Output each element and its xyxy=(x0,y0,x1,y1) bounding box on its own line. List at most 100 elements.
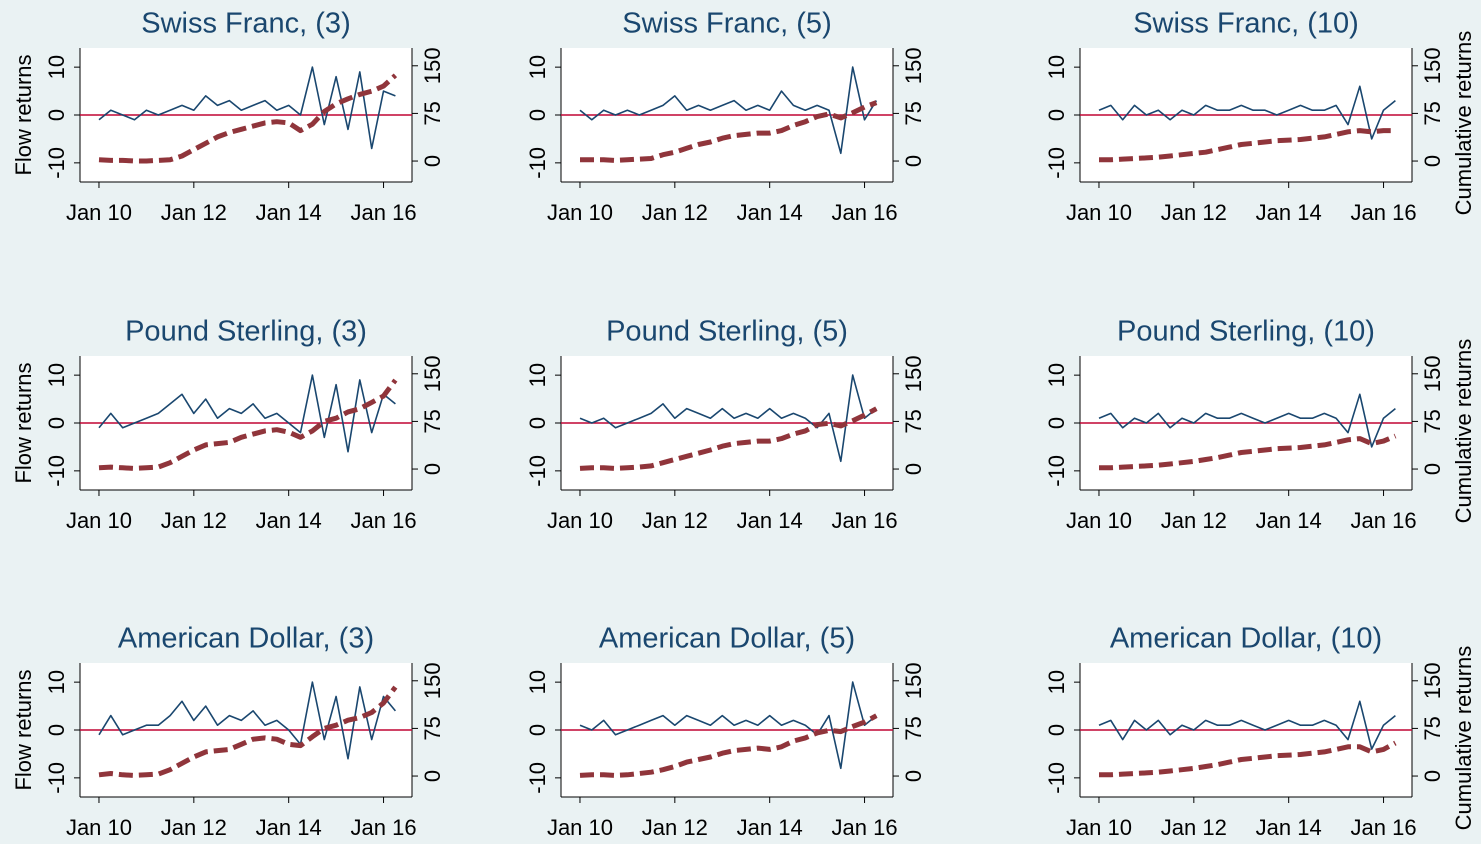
y2-tick-label: 0 xyxy=(1420,770,1445,782)
y-tick-label: 10 xyxy=(1044,670,1069,694)
cumulative-line xyxy=(98,73,398,164)
flow-line xyxy=(579,66,878,155)
chart-title: American Dollar, (10) xyxy=(1110,623,1382,655)
chart-title: Pound Sterling, (5) xyxy=(606,316,848,348)
y2-tick-label: 150 xyxy=(901,355,926,392)
x-tick-label: Jan 12 xyxy=(642,508,708,533)
y2-tick-label: 75 xyxy=(1420,101,1445,125)
y2-tick-label: 150 xyxy=(1420,47,1445,84)
y2-tick-label: 150 xyxy=(901,662,926,699)
cumulative-line xyxy=(580,100,878,163)
flow-line xyxy=(579,681,877,770)
x-tick-label: Jan 14 xyxy=(1256,815,1322,840)
x-tick-label: Jan 16 xyxy=(351,508,417,533)
x-tick-label: Jan 14 xyxy=(737,508,803,533)
x-tick-label: Jan 14 xyxy=(1256,200,1322,225)
flow-line xyxy=(1098,393,1396,448)
y2-tick-label: 0 xyxy=(901,155,926,167)
cumulative-line xyxy=(1099,740,1397,778)
y-axis-title: Flow returns xyxy=(11,362,36,483)
y2-tick-label: 75 xyxy=(901,409,926,433)
y-tick-label: 10 xyxy=(1044,55,1069,79)
y2-tick-label: 150 xyxy=(901,47,926,84)
y2-tick-label: 150 xyxy=(420,355,445,392)
cumulative-line xyxy=(98,685,398,778)
y-tick-label: 0 xyxy=(525,109,550,121)
chart-title: Pound Sterling, (3) xyxy=(125,316,367,348)
chart-title: American Dollar, (3) xyxy=(118,623,374,655)
x-tick-label: Jan 12 xyxy=(161,508,227,533)
x-tick-label: Jan 14 xyxy=(256,200,322,225)
y-tick-label: -10 xyxy=(44,455,69,487)
chart-title: Swiss Franc, (3) xyxy=(141,8,350,40)
y2-axis-title: Cumulative returns xyxy=(1451,31,1476,216)
y-tick-label: 10 xyxy=(1044,363,1069,387)
x-tick-label: Jan 10 xyxy=(66,815,132,840)
y2-tick-label: 150 xyxy=(420,662,445,699)
x-tick-label: Jan 12 xyxy=(161,815,227,840)
y2-tick-label: 0 xyxy=(901,770,926,782)
y-axis-title: Flow returns xyxy=(11,669,36,790)
cumulative-line xyxy=(1099,128,1396,163)
x-tick-label: Jan 12 xyxy=(161,200,227,225)
x-tick-label: Jan 12 xyxy=(1161,815,1227,840)
y-tick-label: -10 xyxy=(525,147,550,179)
y-tick-label: -10 xyxy=(1044,762,1069,794)
x-tick-label: Jan 10 xyxy=(547,815,613,840)
cumulative-line xyxy=(1099,433,1397,471)
chart-title: Swiss Franc, (5) xyxy=(622,8,831,40)
y-tick-label: -10 xyxy=(1044,147,1069,179)
x-tick-label: Jan 14 xyxy=(1256,508,1322,533)
x-tick-label: Jan 16 xyxy=(1351,200,1417,225)
x-tick-label: Jan 16 xyxy=(1351,815,1417,840)
flow-line xyxy=(579,374,877,463)
y2-tick-label: 0 xyxy=(901,463,926,475)
y-tick-label: 0 xyxy=(44,724,69,736)
y-axis-title: Flow returns xyxy=(11,54,36,175)
chart-title: American Dollar, (5) xyxy=(599,623,855,655)
y2-tick-label: 75 xyxy=(420,101,445,125)
y2-tick-label: 0 xyxy=(420,155,445,167)
cumulative-line xyxy=(579,406,878,471)
x-tick-label: Jan 16 xyxy=(1351,508,1417,533)
x-tick-label: Jan 10 xyxy=(66,200,132,225)
cumulative-line xyxy=(579,713,878,778)
x-tick-label: Jan 10 xyxy=(547,200,613,225)
y-tick-label: 10 xyxy=(44,670,69,694)
chart-title: Pound Sterling, (10) xyxy=(1117,316,1375,348)
y2-tick-label: 75 xyxy=(901,716,926,740)
x-tick-label: Jan 10 xyxy=(1066,200,1132,225)
x-tick-label: Jan 12 xyxy=(1161,508,1227,533)
x-tick-label: Jan 10 xyxy=(66,508,132,533)
y2-tick-label: 0 xyxy=(420,770,445,782)
y-tick-label: 0 xyxy=(1044,724,1069,736)
y-tick-label: 0 xyxy=(1044,109,1069,121)
x-tick-label: Jan 12 xyxy=(642,200,708,225)
x-tick-label: Jan 12 xyxy=(1161,200,1227,225)
flow-line xyxy=(1098,85,1396,140)
y-tick-label: -10 xyxy=(44,147,69,179)
flow-line xyxy=(98,66,396,150)
x-tick-label: Jan 10 xyxy=(1066,815,1132,840)
y2-tick-label: 150 xyxy=(1420,662,1445,699)
x-tick-label: Jan 14 xyxy=(256,815,322,840)
y2-tick-label: 150 xyxy=(1420,355,1445,392)
y-tick-label: 0 xyxy=(44,417,69,429)
flow-line xyxy=(98,681,397,760)
y2-tick-label: 75 xyxy=(1420,716,1445,740)
y-tick-label: 10 xyxy=(44,55,69,79)
y2-tick-label: 150 xyxy=(420,47,445,84)
cumulative-line xyxy=(98,378,398,471)
y2-tick-label: 75 xyxy=(1420,409,1445,433)
flow-line xyxy=(1098,700,1396,750)
y2-tick-label: 0 xyxy=(420,463,445,475)
x-tick-label: Jan 16 xyxy=(832,815,898,840)
y-tick-label: 0 xyxy=(525,417,550,429)
y2-tick-label: 0 xyxy=(1420,463,1445,475)
y2-tick-label: 0 xyxy=(1420,155,1445,167)
chart-title: Swiss Franc, (10) xyxy=(1133,8,1359,40)
y-tick-label: 10 xyxy=(525,55,550,79)
y-tick-label: 0 xyxy=(44,109,69,121)
x-tick-label: Jan 10 xyxy=(1066,508,1132,533)
